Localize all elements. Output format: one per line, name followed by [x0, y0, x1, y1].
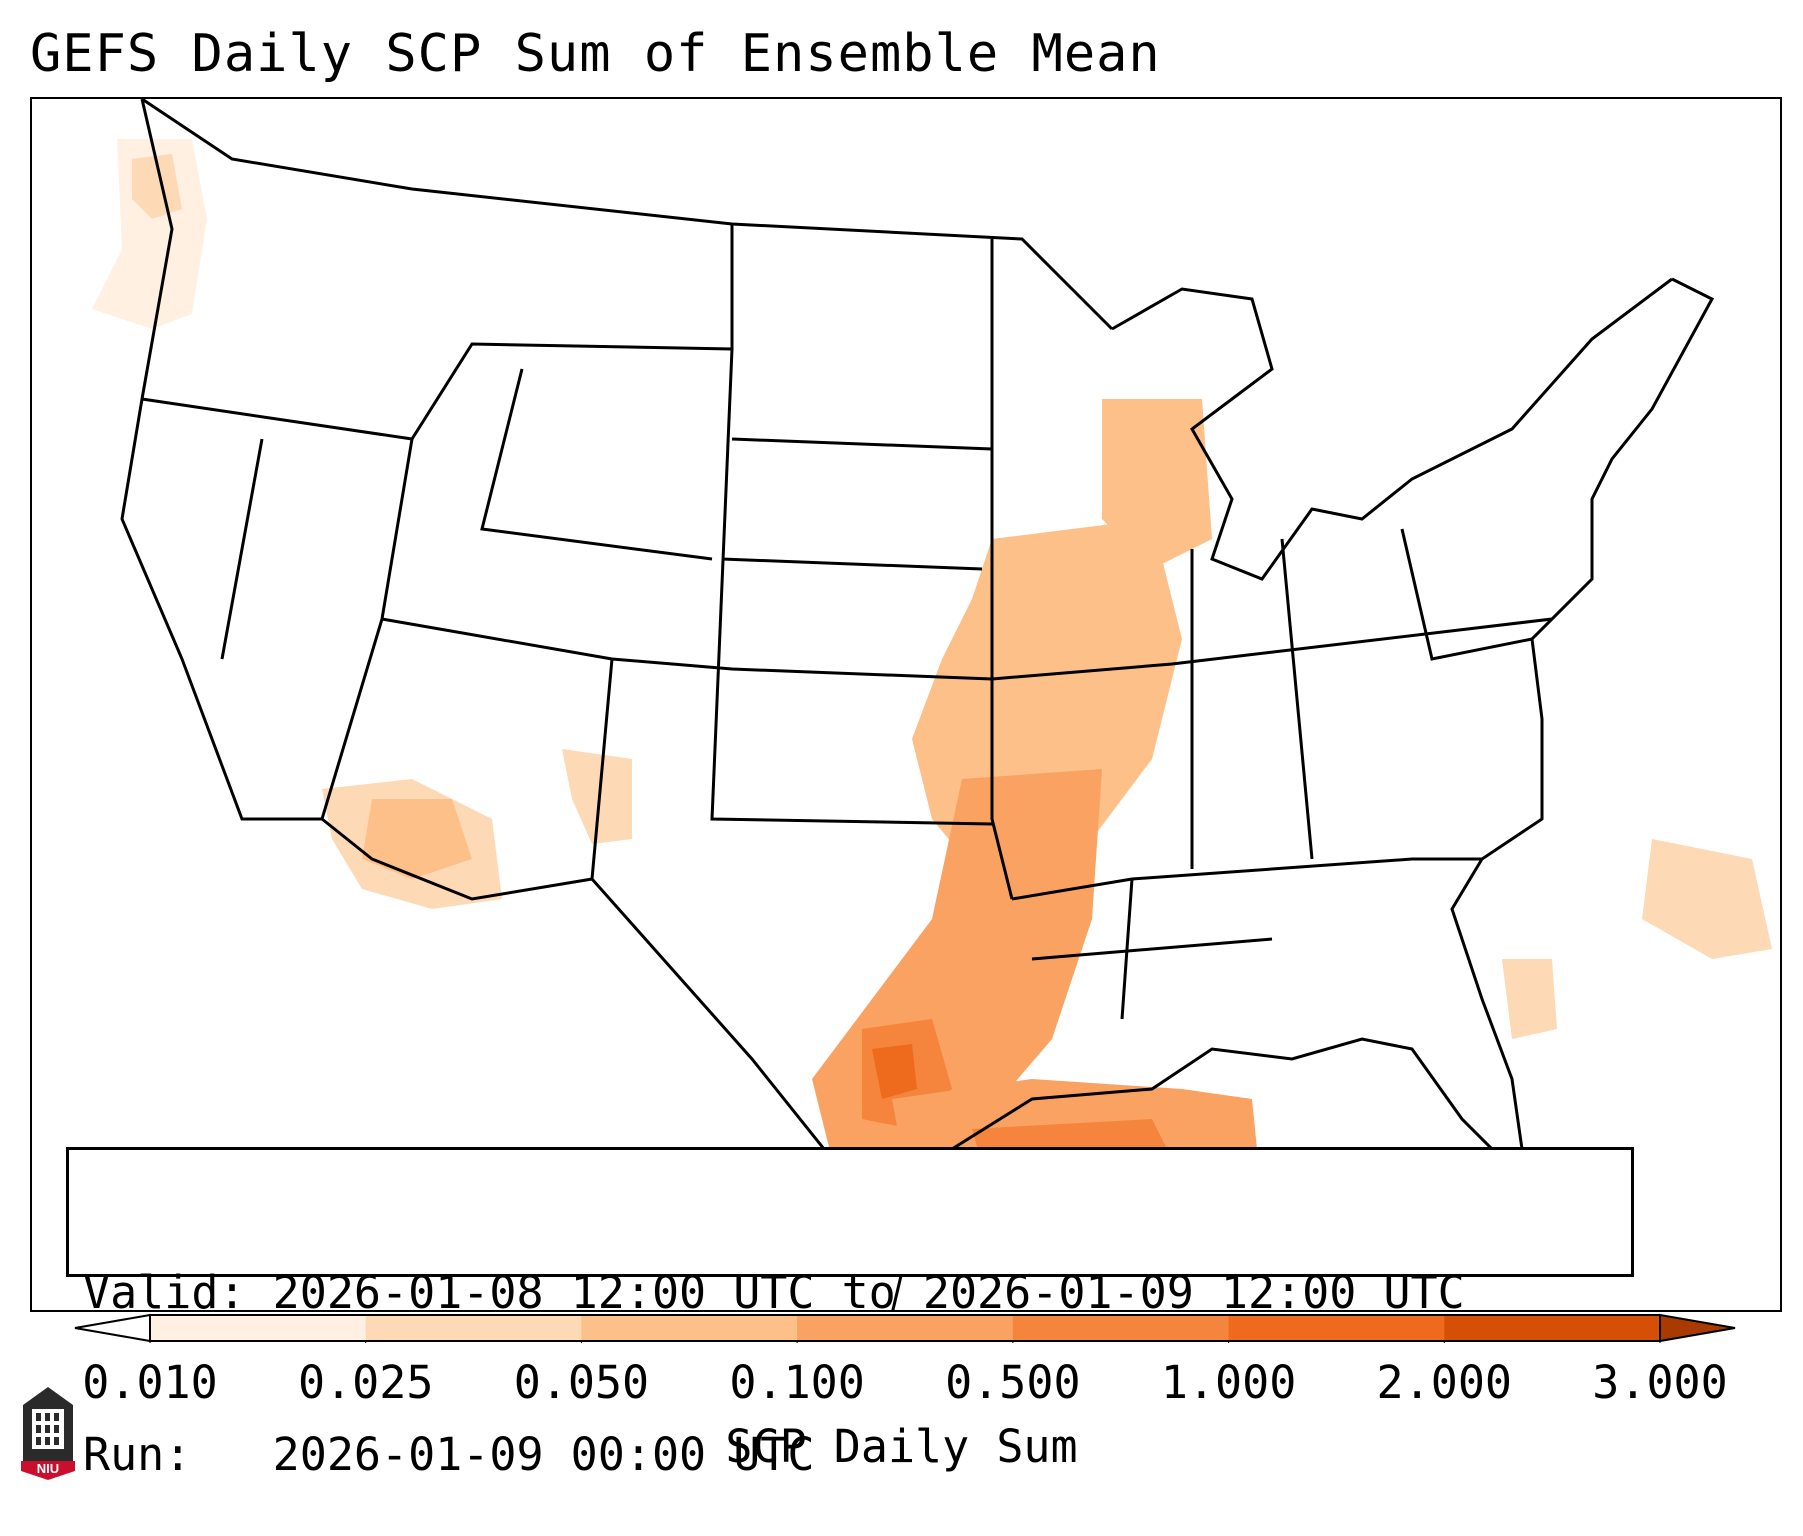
colorbar-segment	[365, 1315, 582, 1341]
shade-pacific-northwest	[92, 139, 207, 329]
niu-logo-icon: NIU	[21, 1387, 75, 1480]
colorbar-over-triangle	[1659, 1313, 1736, 1343]
validity-info-box: Valid: 2026-01-08 12:00 UTC to 2026-01-0…	[66, 1147, 1634, 1481]
state-line-4	[381, 617, 993, 681]
state-line-14	[1400, 528, 1533, 661]
state-line-16	[731, 437, 993, 451]
colorbar-segment	[1444, 1315, 1661, 1341]
shade-atlantic-south	[1502, 959, 1557, 1039]
state-line-7	[990, 239, 1014, 900]
shade-new-mexico	[562, 749, 632, 844]
colorbar-under-triangle	[74, 1313, 151, 1343]
svg-text:NIU: NIU	[37, 1461, 59, 1476]
colorbar-tick-label: 0.500	[945, 1356, 1081, 1409]
state-line-17	[721, 557, 983, 571]
colorbar-tick-label: 3.000	[1592, 1356, 1728, 1409]
colorbar-segment	[1012, 1315, 1230, 1341]
colorbar-tick-label: 0.100	[729, 1356, 865, 1409]
state-line-6	[710, 224, 993, 826]
map-canvas	[92, 99, 1772, 1310]
colorbar-tick-label: 2.000	[1376, 1356, 1513, 1409]
west-coast	[120, 99, 322, 821]
valid-time-text: Valid: 2026-01-08 12:00 UTC to 2026-01-0…	[83, 1266, 1465, 1319]
colorbar-label: SCP Daily Sum	[725, 1420, 1078, 1473]
colorbar-segment	[150, 1315, 367, 1341]
shade-lake-michigan	[1102, 399, 1212, 569]
east-coast	[1450, 277, 1715, 1185]
state-line-9	[1011, 857, 1482, 901]
state-borders	[120, 99, 1715, 1310]
colorbar	[74, 1313, 1736, 1343]
colorbar-tick-label: 1.000	[1160, 1356, 1297, 1409]
state-line-5	[590, 658, 614, 880]
colorbar-tick-label: 0.050	[513, 1356, 650, 1409]
state-line-15	[480, 368, 713, 561]
colorbar-segment	[797, 1315, 1014, 1341]
colorbar-outline	[149, 1314, 1661, 1342]
great-lakes-outline	[1111, 277, 1673, 581]
colorbar-segment	[1228, 1315, 1445, 1341]
colorbar-segment	[581, 1315, 798, 1341]
colorbar-tick-label: 0.010	[82, 1356, 218, 1409]
shade-east-texas-max	[872, 1044, 917, 1099]
mexico-border	[321, 817, 834, 1160]
state-line-11	[1120, 878, 1134, 1020]
colorbar-tick-label: 0.025	[297, 1356, 434, 1409]
state-line-13	[1280, 538, 1314, 860]
map-panel	[30, 97, 1782, 1312]
state-line-10	[1031, 937, 1273, 961]
shade-arizona-inner	[362, 799, 472, 879]
map-title: GEFS Daily SCP Sum of Ensemble Mean	[30, 24, 1161, 84]
run-time-text: Run: 2026-01-09 00:00 UTC	[83, 1428, 815, 1481]
shade-atlantic	[1642, 839, 1772, 959]
scp-shading-layer	[92, 139, 1772, 1269]
shade-pacific-northwest-inner	[132, 154, 182, 219]
canada-border	[141, 99, 1114, 331]
state-line-3	[320, 438, 414, 820]
state-line-1	[141, 342, 733, 441]
state-line-2	[220, 438, 264, 660]
